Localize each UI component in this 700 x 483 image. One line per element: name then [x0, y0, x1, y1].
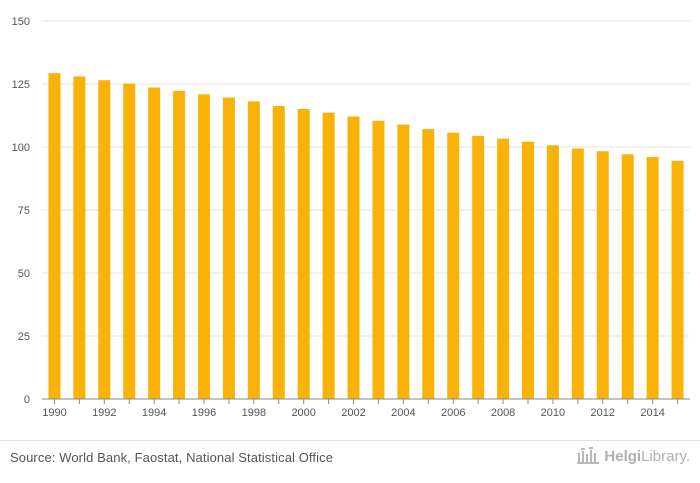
bar-2000 — [297, 108, 310, 399]
x-tick-label: 1992 — [92, 407, 116, 419]
x-tick-label: 2004 — [391, 407, 415, 419]
y-tick-label: 150 — [12, 16, 30, 28]
x-tick-label: 2002 — [341, 407, 365, 419]
x-tick-label: 2014 — [640, 407, 664, 419]
bar-2010 — [546, 145, 559, 399]
x-tick-label: 2008 — [491, 407, 515, 419]
bar-2005 — [422, 129, 435, 399]
bar-2014 — [646, 157, 659, 399]
bar-2013 — [621, 154, 634, 399]
x-tick-label: 2006 — [441, 407, 465, 419]
bar-1998 — [247, 101, 260, 399]
x-tick-label: 1996 — [192, 407, 216, 419]
bar-2006 — [447, 132, 460, 400]
y-tick-label: 75 — [18, 205, 30, 217]
gridlines — [42, 20, 690, 337]
x-tick-label: 2000 — [291, 407, 315, 419]
bar-2015 — [671, 160, 684, 399]
x-tick-label: 1998 — [242, 407, 266, 419]
y-tick-label: 125 — [12, 79, 30, 91]
source-note: Source: World Bank, Faostat, National St… — [10, 450, 334, 465]
bar-1996 — [198, 94, 210, 399]
bar-2001 — [322, 112, 335, 399]
bar-chart: 0 25 50 75 100 125 150 1990 1992 1994 1996 1998 200… — [12, 16, 690, 419]
bar-1992 — [98, 80, 111, 399]
x-tick-label: 1990 — [42, 407, 66, 419]
y-tick-label: 100 — [12, 142, 30, 154]
bar-2004 — [397, 124, 410, 400]
y-axis-ticks: 0 25 50 75 100 125 150 — [12, 16, 30, 406]
brand-suffix: Library. — [641, 447, 690, 465]
bar-1994 — [148, 87, 161, 399]
bar-2008 — [497, 138, 510, 399]
bar-1991 — [73, 76, 86, 399]
bar-2007 — [472, 135, 485, 400]
bar-1995 — [173, 90, 186, 399]
bar-1999 — [272, 105, 285, 399]
bar-1997 — [222, 97, 235, 399]
y-tick-label: 25 — [18, 331, 30, 343]
bar-1993 — [123, 83, 136, 399]
bar-1990 — [48, 73, 61, 399]
x-tick-label: 2012 — [591, 407, 615, 419]
bar-2012 — [596, 151, 609, 399]
y-tick-label: 50 — [18, 268, 30, 280]
x-tick-label: 1994 — [142, 407, 166, 419]
chart-area: 0 25 50 75 100 125 150 1990 1992 1994 1996 1998 200… — [12, 16, 690, 419]
x-axis-ticks: 1990 1992 1994 1996 1998 2000 2002 2004 2006 2008… — [42, 399, 679, 419]
bar-2002 — [347, 116, 360, 400]
x-tick-label: 2010 — [541, 407, 565, 419]
y-tick-label: 0 — [24, 394, 30, 406]
bar-2011 — [571, 148, 584, 399]
footer-divider — [0, 440, 700, 441]
library-building-icon — [577, 447, 600, 464]
brand-logo: Helgi Library. — [575, 447, 690, 465]
bar-2003 — [372, 120, 385, 400]
brand-name: Helgi — [604, 447, 642, 465]
bars — [48, 73, 684, 400]
bar-2009 — [522, 141, 534, 399]
